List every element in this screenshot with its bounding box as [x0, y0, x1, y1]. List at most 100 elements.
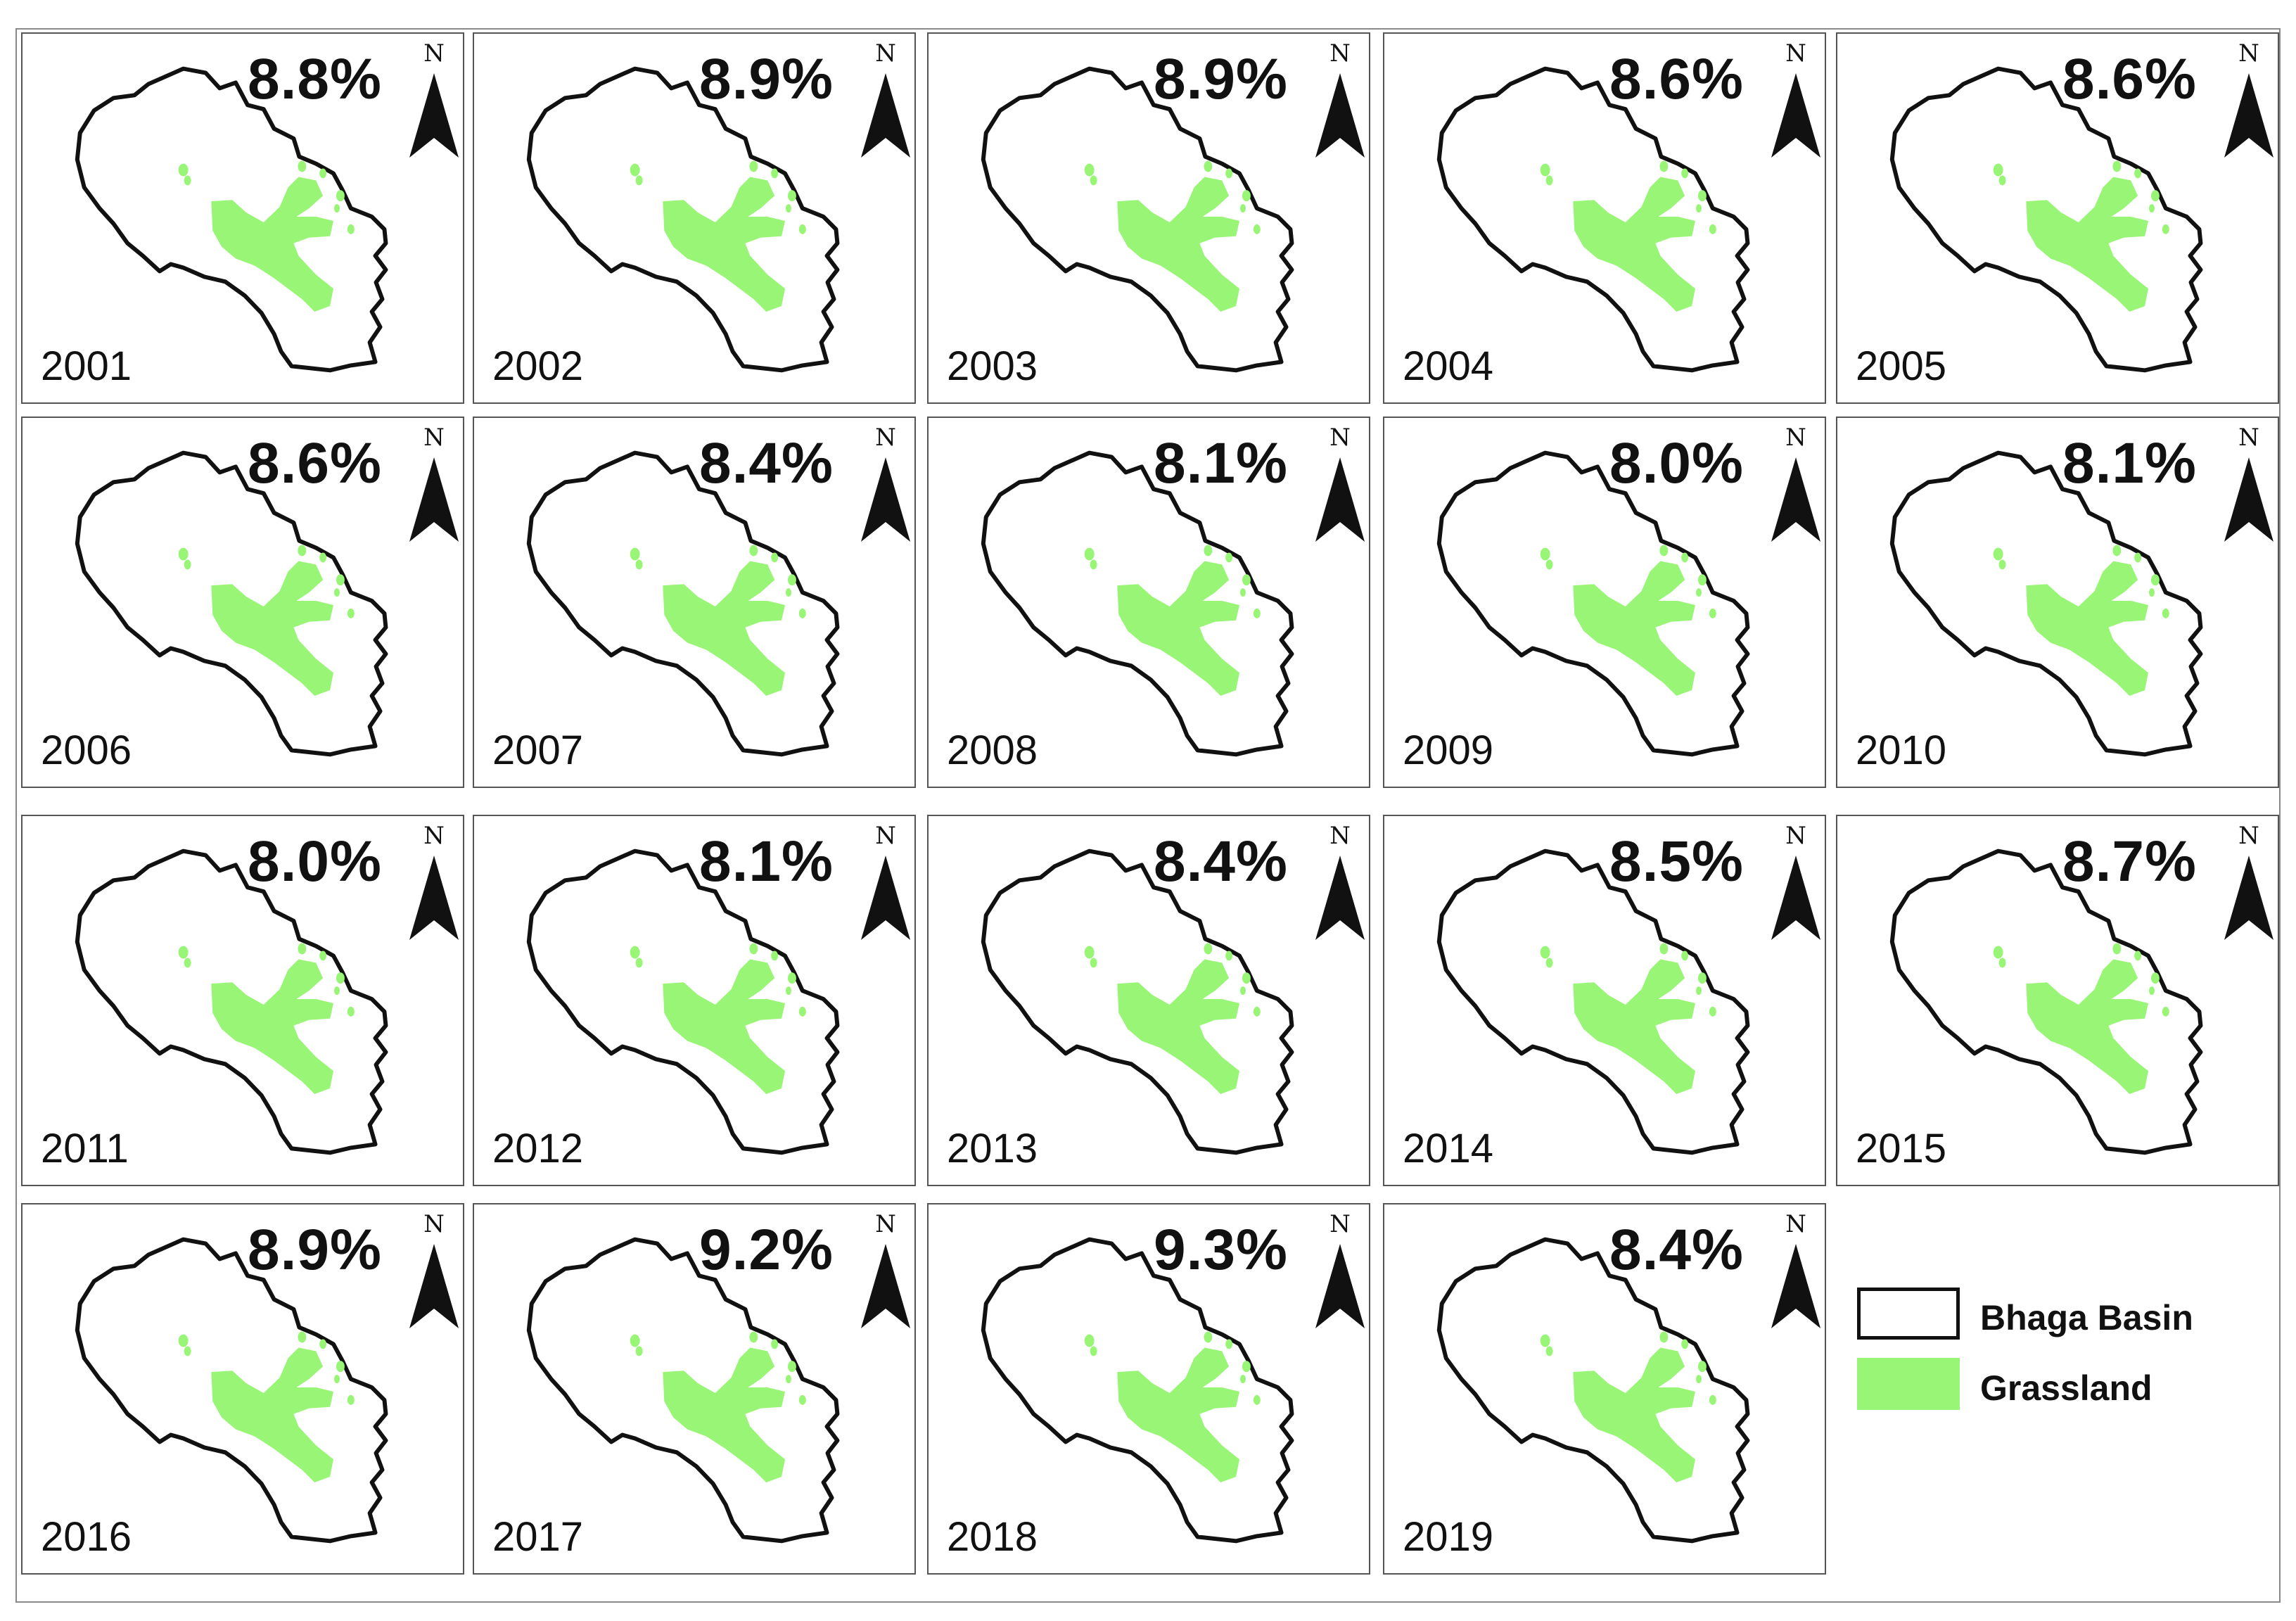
north-arrow-icon: N [1308, 822, 1369, 948]
grassland-percentage: 8.9% [699, 47, 834, 111]
grassland-patch [1589, 1001, 1600, 1015]
map-panel-2008: 8.1% 2008 N [927, 417, 1370, 788]
grassland-patch [798, 1394, 806, 1405]
year-label: 2005 [1856, 343, 1947, 389]
grassland-area [211, 959, 334, 1094]
map-panel-2009: 8.0% 2009 N [1383, 417, 1826, 788]
year-label: 2008 [947, 727, 1038, 773]
grassland-patch [298, 1331, 307, 1343]
grassland-patch [1133, 1390, 1144, 1403]
legend-label-grassland: Grassland [1980, 1368, 2152, 1408]
year-label: 2009 [1403, 727, 1494, 773]
north-arrow-icon: N [1308, 1210, 1369, 1337]
grassland-patch [786, 1375, 791, 1384]
grassland-patch [336, 190, 345, 202]
year-label: 2004 [1403, 343, 1494, 389]
grassland-percentage: 8.7% [2062, 829, 2197, 894]
grassland-patch [1709, 1394, 1716, 1405]
grassland-patch [787, 574, 796, 586]
grassland-patch [184, 1346, 191, 1356]
map-panel-2001: 8.8% 2001 N [21, 32, 464, 404]
grassland-area [211, 1347, 334, 1482]
grassland-percentage: 8.5% [1609, 829, 1744, 894]
grassland-patch [1696, 986, 1702, 996]
north-label: N [1329, 424, 1351, 452]
basin-map [1889, 66, 2203, 373]
grassland-percentage: 8.6% [2062, 47, 2197, 111]
grassland-patch [1253, 1006, 1261, 1017]
basin-swatch [1857, 1288, 1960, 1340]
grassland-patch [227, 219, 238, 232]
grassland-patch [1696, 1375, 1702, 1384]
grassland-patch [1659, 1331, 1669, 1343]
basin-map [1436, 450, 1750, 757]
grassland-patch [1240, 204, 1246, 213]
year-label: 2018 [947, 1514, 1038, 1560]
north-label: N [1785, 822, 1806, 850]
grassland-patch [334, 986, 340, 996]
grassland-area [663, 1347, 786, 1482]
grassland-patch [1589, 1390, 1600, 1403]
grassland-area [211, 177, 334, 312]
grassland-patch [2162, 224, 2169, 234]
grassland-patch [679, 1001, 689, 1015]
grassland-percentage: 9.2% [699, 1218, 834, 1282]
year-label: 2001 [41, 343, 132, 389]
basin-map [526, 848, 840, 1155]
grassland-patch [1133, 603, 1144, 616]
map-panel-2006: 8.6% 2006 N [21, 417, 464, 788]
grassland-patch [635, 1346, 643, 1356]
grassland-patch [1709, 1006, 1716, 1017]
grassland-patch [1998, 559, 2006, 570]
year-label: 2002 [492, 343, 584, 389]
north-label: N [1785, 39, 1806, 68]
grassland-patch [771, 168, 779, 179]
map-panel-2017: 9.2% 2017 N [473, 1203, 916, 1575]
grassland-patch [2134, 552, 2142, 563]
grassland-patch [184, 559, 191, 570]
grassland-patch [347, 1394, 355, 1405]
north-arrow-icon: N [402, 39, 463, 166]
grassland-patch [1709, 608, 1716, 618]
basin-map [981, 1237, 1294, 1544]
grassland-patch [347, 224, 355, 234]
north-arrow-icon: N [1764, 424, 1825, 550]
grassland-patch [2112, 943, 2122, 955]
grassland-percentage: 8.8% [248, 47, 382, 111]
grassland-patch [1659, 943, 1669, 955]
grassland-patch [1090, 175, 1097, 186]
grassland-patch [786, 204, 791, 213]
map-panel-2005: 8.6% 2005 N [1836, 32, 2279, 404]
grassland-patch [630, 163, 640, 177]
grassland-patch [771, 951, 779, 961]
grassland-patch [334, 1375, 340, 1384]
basin-map [981, 66, 1294, 373]
grassland-patch [679, 603, 689, 616]
grassland-patch [1204, 943, 1213, 955]
grassland-patch [2112, 160, 2122, 172]
grassland-patch [679, 219, 689, 232]
grassland-patch [319, 1339, 327, 1349]
grassland-patch [1697, 190, 1707, 202]
grassland-patch [1697, 574, 1707, 586]
year-label: 2019 [1403, 1514, 1494, 1560]
north-arrow-icon: N [402, 424, 463, 550]
north-label: N [2238, 39, 2259, 68]
north-arrow-icon: N [402, 1210, 463, 1337]
north-label: N [875, 424, 896, 452]
grassland-patch [178, 547, 189, 561]
grassland-patch [798, 1006, 806, 1017]
grassland-patch [1242, 574, 1251, 586]
north-label: N [2238, 822, 2259, 850]
year-label: 2017 [492, 1514, 584, 1560]
basin-map [75, 450, 388, 757]
grassland-patch [798, 224, 806, 234]
basin-map [526, 450, 840, 757]
grassland-patch [1697, 1361, 1707, 1373]
grassland-patch [178, 1334, 189, 1347]
grassland-patch [1659, 160, 1669, 172]
north-label: N [1785, 1210, 1806, 1238]
grassland-area [1573, 1347, 1696, 1482]
map-panel-2010: 8.1% 2010 N [1836, 417, 2279, 788]
north-arrow-icon: N [854, 822, 914, 948]
